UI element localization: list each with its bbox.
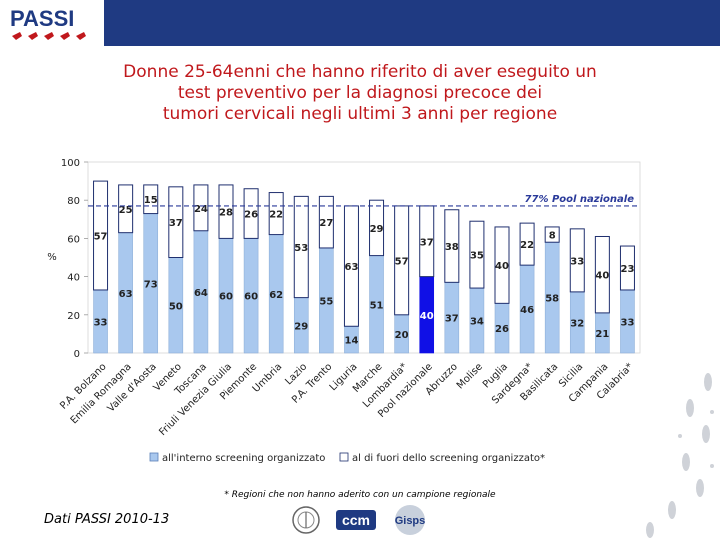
bar-outside-10 <box>343 205 359 327</box>
data-label-outside-19: 33 <box>570 256 584 267</box>
legend-swatch-inside <box>149 452 159 462</box>
header-bar <box>104 0 720 46</box>
data-label-outside-21: 23 <box>620 264 634 275</box>
data-label-outside-15: 35 <box>470 251 484 262</box>
data-label-inside-16: 26 <box>495 324 509 335</box>
bar-outside-7 <box>268 192 284 236</box>
data-label-inside-14: 37 <box>445 314 459 325</box>
data-label-inside-12: 20 <box>395 330 409 341</box>
legend-label-inside: all'interno screening organizzato <box>162 453 325 464</box>
data-label-outside-17: 22 <box>520 240 534 251</box>
y-axis-label: % <box>47 252 57 263</box>
bar-outside-18 <box>544 226 560 243</box>
footprints-decoration-icon <box>646 373 714 538</box>
ccm-logo-bg <box>336 510 376 530</box>
bar-outside-19 <box>569 228 585 293</box>
data-label-outside-1: 25 <box>119 205 133 216</box>
reference-line-label: 77% Pool nazionale <box>525 194 635 205</box>
legend-swatch-outside <box>339 452 349 462</box>
data-label-outside-6: 26 <box>244 210 258 221</box>
data-label-outside-9: 27 <box>319 218 333 229</box>
bar-outside-0 <box>93 180 109 291</box>
partner-logos: ccm Gisps <box>292 505 426 535</box>
bar-outside-9 <box>318 195 334 249</box>
y-tick-label-1: 20 <box>67 311 80 322</box>
data-label-outside-18: 8 <box>549 231 556 242</box>
passi-logo-text: PASSI <box>10 6 74 31</box>
passi-logo: PASSI <box>10 6 86 40</box>
data-label-inside-20: 21 <box>595 329 609 340</box>
data-label-outside-11: 29 <box>370 224 384 235</box>
data-label-outside-12: 57 <box>395 256 409 267</box>
data-label-outside-14: 38 <box>445 242 459 253</box>
data-label-inside-7: 62 <box>269 290 283 301</box>
data-label-inside-6: 60 <box>244 292 258 303</box>
source-label: Dati PASSI 2010-13 <box>44 512 170 527</box>
data-label-outside-10: 63 <box>344 262 358 273</box>
data-label-inside-17: 46 <box>520 305 534 316</box>
title-line-2: test preventivo per la diagnosi precoce … <box>177 83 543 103</box>
title-line-1: Donne 25-64enni che hanno riferito di av… <box>123 62 597 82</box>
data-label-inside-2: 73 <box>144 279 158 290</box>
gisps-logo-bg <box>395 505 425 535</box>
x-tick-label-15: Molise <box>455 361 485 391</box>
data-label-inside-1: 63 <box>119 289 133 300</box>
data-label-outside-0: 57 <box>94 232 108 243</box>
bar-outside-16 <box>494 226 510 304</box>
data-label-inside-13: 40 <box>420 311 434 322</box>
ministry-seal-icon <box>292 506 320 534</box>
bar-outside-6 <box>243 188 259 239</box>
data-label-inside-8: 29 <box>294 321 308 332</box>
data-label-inside-18: 58 <box>545 294 559 305</box>
data-label-inside-11: 51 <box>370 300 384 311</box>
data-label-outside-5: 28 <box>219 208 233 219</box>
plot-frame <box>87 161 641 354</box>
bar-outside-21 <box>619 245 635 291</box>
bar-outside-14 <box>444 209 460 283</box>
bar-outside-15 <box>469 220 485 289</box>
data-label-inside-21: 33 <box>620 317 634 328</box>
data-label-outside-3: 37 <box>169 218 183 229</box>
y-tick-label-2: 40 <box>67 273 80 284</box>
bar-outside-5 <box>218 184 234 239</box>
bar-outside-20 <box>594 235 610 314</box>
y-tick-label-0: 0 <box>74 349 80 360</box>
data-label-outside-2: 15 <box>144 195 158 206</box>
data-label-inside-3: 50 <box>169 301 183 312</box>
bar-outside-8 <box>293 195 309 299</box>
data-label-inside-19: 32 <box>570 318 584 329</box>
y-tick-label-5: 100 <box>61 158 80 169</box>
bar-outside-4 <box>193 184 209 232</box>
ccm-logo-text: ccm <box>342 512 370 528</box>
bar-outside-1 <box>118 184 134 234</box>
y-tick-label-3: 60 <box>67 234 80 245</box>
data-label-inside-9: 55 <box>319 296 333 307</box>
data-label-inside-4: 64 <box>194 288 208 299</box>
y-tick-label-4: 80 <box>67 196 80 207</box>
data-label-inside-0: 33 <box>94 317 108 328</box>
passi-logo-marks <box>12 32 86 40</box>
gisps-logo-text: Gisps <box>395 515 426 527</box>
bar-outside-11 <box>369 199 385 257</box>
data-label-outside-4: 24 <box>194 204 208 215</box>
data-label-outside-13: 37 <box>420 237 434 248</box>
bar-outside-3 <box>168 186 184 258</box>
data-label-outside-8: 53 <box>294 243 308 254</box>
bar-outside-17 <box>519 222 535 266</box>
footnote: * Regioni che non hanno aderito con un c… <box>224 490 496 500</box>
title-line-3: tumori cervicali negli ultimi 3 anni per… <box>162 104 558 124</box>
data-label-inside-5: 60 <box>219 292 233 303</box>
legend-label-outside: al di fuori dello screening organizzato* <box>352 453 545 464</box>
data-label-outside-20: 40 <box>595 271 609 282</box>
data-label-inside-10: 14 <box>344 336 358 347</box>
data-label-outside-7: 22 <box>269 210 283 221</box>
data-label-outside-16: 40 <box>495 261 509 272</box>
chart-title: Donne 25-64enni che hanno riferito di av… <box>60 62 660 125</box>
data-label-inside-15: 34 <box>470 317 484 328</box>
